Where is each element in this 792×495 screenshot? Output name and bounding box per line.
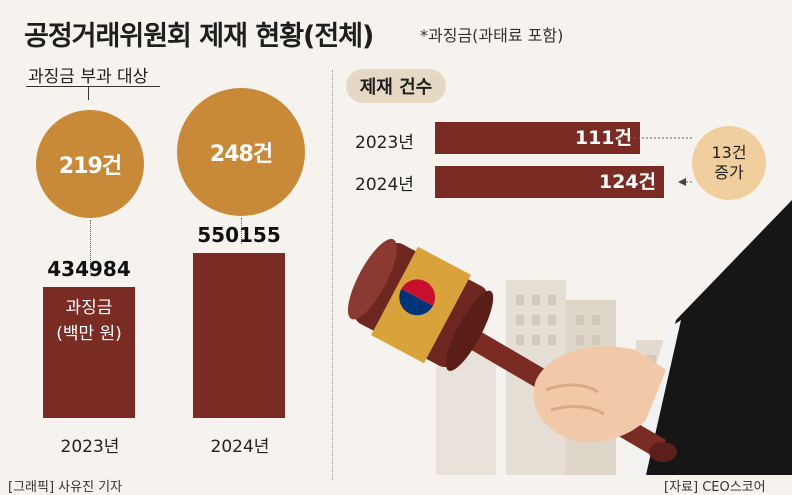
row-label-2023: 2023년 [355,133,414,153]
row-label-2024: 2024년 [355,175,414,195]
bar-inner-label: 과징금 (백만 원) [43,287,135,347]
count-circle-2023: 219건 [36,110,144,218]
connector-2024 [241,218,242,244]
footer-credit: [그래픽] 사유진 기자 [8,480,123,495]
diff-badge-line2: 증가 [714,163,744,182]
hbar-2023: 111건 [435,122,640,154]
hand [533,346,666,443]
diff-badge: 13건 증가 [692,126,766,200]
x-label-2024: 2024년 [210,437,270,457]
bar-2023: 과징금 (백만 원) [43,287,135,418]
subtitle-pointer [88,86,89,100]
gavel-illustration [347,200,792,475]
left-subtitle: 과징금 부과 대상 [28,67,149,87]
footer-source: [자료] CEO스코어 [664,480,766,495]
diff-badge-line1: 13건 [711,143,747,162]
hbar-2024: 124건 [435,166,664,198]
title-note: *과징금(과태료 포함) [420,26,564,45]
diff-connector [614,137,692,186]
bar-value-2024: 550155 [197,223,281,247]
section-divider [332,70,333,480]
bar-value-2023: 434984 [47,257,131,281]
right-title-pill: 제재 건수 [346,69,446,103]
count-circle-2024: 248건 [177,88,305,216]
bar-inner-label-line1: 과징금 [65,298,113,318]
connector-2023 [90,220,91,276]
bar-inner-label-line2: (백만 원) [56,324,122,344]
x-label-2023: 2023년 [60,437,120,457]
page-title: 공정거래위원회 제재 현황(전체) [24,21,374,52]
bar-2024 [193,253,285,418]
subtitle-underline [26,86,160,87]
